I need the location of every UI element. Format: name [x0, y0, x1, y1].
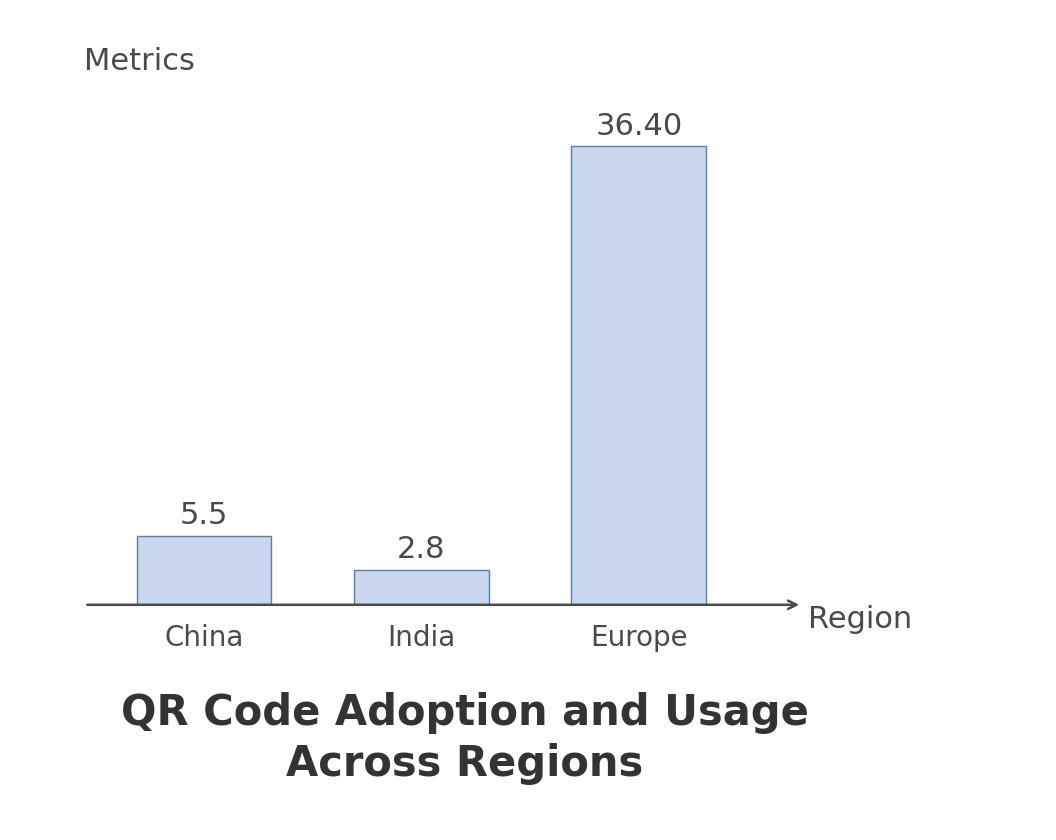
Text: 5.5: 5.5: [180, 501, 228, 531]
Bar: [136, 536, 271, 605]
Bar: [571, 146, 706, 605]
Text: Metrics: Metrics: [84, 46, 195, 76]
Text: Region: Region: [809, 606, 912, 634]
Text: 2.8: 2.8: [397, 535, 446, 564]
Text: 36.40: 36.40: [596, 112, 682, 141]
Text: QR Code Adoption and Usage
Across Regions: QR Code Adoption and Usage Across Region…: [120, 691, 809, 785]
Bar: [354, 570, 489, 605]
